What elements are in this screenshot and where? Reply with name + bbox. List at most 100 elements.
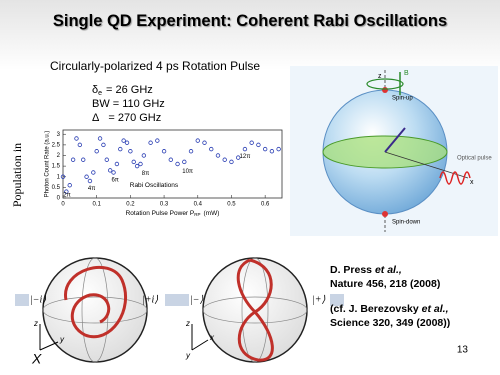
spin-up-label: Spin-up [392, 96, 413, 102]
trajectory [236, 258, 274, 362]
y-tick-label: 0.5 [52, 185, 61, 191]
bloch-diagram: B z x Spin-up Spin-down Optical pulse [290, 66, 498, 236]
x-axis-label: Rotation Pulse Power PRP (mW) [126, 210, 220, 217]
icon [330, 294, 344, 306]
y-tick-label: 1.5 [52, 164, 61, 170]
state-to: |+i⟩ [142, 294, 158, 305]
et-al: et al., [422, 303, 449, 315]
symbol: BW [92, 98, 110, 110]
reference-author: (cf. J. Berezovsky et al., [330, 303, 449, 315]
page-number: 13 [457, 345, 469, 356]
data-point [74, 136, 79, 141]
axis-x [191, 339, 209, 351]
data-point [118, 146, 123, 152]
x-tick-label: 0.3 [160, 202, 169, 208]
data-point [262, 146, 268, 152]
data-point [91, 170, 96, 175]
data-point [77, 142, 83, 148]
state-from: |−⟩ [190, 294, 203, 305]
pi-label: 8π [142, 171, 149, 177]
data-point [161, 149, 167, 154]
x-label: x [470, 179, 474, 186]
data-point [215, 153, 221, 158]
spin-down-point [382, 211, 388, 217]
data-point [148, 140, 153, 145]
symbol: Δ [92, 112, 100, 124]
y-tick-label: 1 [57, 174, 61, 180]
data-point [67, 183, 72, 188]
data-point [188, 149, 194, 154]
data-point [138, 161, 143, 167]
spin-down-label: Spin-down [392, 220, 420, 226]
side-label: Population in [10, 143, 24, 207]
data-point [107, 168, 113, 173]
scatter-plot: 0 0.5 1 1.5 2 2.5 3 0 0.1 0.2 0.3 0.4 0.5 0.6 Photon C… [45, 129, 283, 217]
pi-label: 12π [240, 154, 251, 160]
plot-frame [62, 129, 283, 199]
author: (cf. J. Berezovsky [330, 303, 422, 315]
parameter: BW = 110 GHz [92, 98, 165, 110]
rotation-left: |−i⟩ |+i⟩ z y X [15, 257, 179, 367]
rotation-right: |−⟩ |+⟩ z x y [175, 257, 344, 363]
x-tick-label: 0.5 [227, 202, 236, 208]
symbol: δ [92, 84, 98, 96]
spin-vector [384, 127, 406, 153]
pi-label: 10π [182, 169, 193, 175]
x-tick-label: 0 [61, 202, 65, 208]
data-point [249, 140, 254, 145]
parameter: δe = 26 GHz [92, 84, 153, 97]
icon [15, 294, 29, 306]
sphere [42, 257, 148, 363]
spin-up-point [382, 87, 388, 93]
y-axis-label: Photon Count Rate (a.u.) [45, 131, 51, 198]
axis-y [39, 341, 59, 351]
references: D. Press et al., Nature 456, 218 (2008) … [330, 264, 450, 329]
data-point [202, 140, 207, 145]
data-point [141, 153, 147, 158]
data-point [124, 140, 130, 145]
value: = 26 GHz [106, 84, 153, 96]
data-point [269, 149, 275, 154]
data-point [209, 146, 214, 152]
equator [42, 296, 148, 324]
data-point [97, 136, 103, 141]
data-point [104, 157, 109, 162]
y-tick-label: 3 [57, 132, 61, 138]
y-tick-label: 2 [57, 153, 61, 159]
data-point [242, 146, 248, 152]
optical-pulse-label: Optical pulse [457, 156, 492, 162]
pi-label: 6π [111, 178, 118, 184]
y-tick-label: 0 [57, 196, 61, 202]
data-point [229, 159, 234, 165]
data-point [84, 174, 89, 179]
x-label-subscript: RP [194, 212, 200, 217]
data-point [81, 157, 86, 162]
x-tick-label: 0.4 [194, 202, 203, 208]
data-point [195, 138, 200, 143]
data-point [256, 142, 261, 148]
axis-label: x [209, 333, 215, 342]
data-point [121, 138, 126, 143]
x-tick-label: 0.2 [126, 202, 135, 208]
data-point [276, 146, 281, 152]
axis-label: z [33, 319, 38, 328]
optical-pulse-wave [439, 171, 471, 185]
x-tick-label: 0.1 [93, 202, 102, 208]
precession [366, 78, 404, 90]
x-tick-label: 0.6 [261, 202, 270, 208]
data-point [155, 138, 160, 143]
y-tick-label: 2.5 [52, 142, 61, 148]
data-point [235, 155, 241, 160]
data-point [128, 149, 133, 154]
subtitle: Circularly-polarized 4 ps Rotation Pulse [50, 59, 260, 73]
icon [175, 294, 189, 306]
data-point [94, 149, 99, 154]
reference-citation: Nature 456, 218 (2008) [330, 278, 440, 290]
value: = 270 GHz [108, 112, 161, 124]
reference-author: D. Press et al., [330, 264, 402, 276]
axis-label: y [59, 335, 65, 344]
slide-title: Single QD Experiment: Coherent Rabi Osci… [52, 12, 448, 30]
x-label-unit: (mW) [204, 210, 220, 217]
x-label-text: Rotation Pulse Power P [126, 210, 195, 217]
